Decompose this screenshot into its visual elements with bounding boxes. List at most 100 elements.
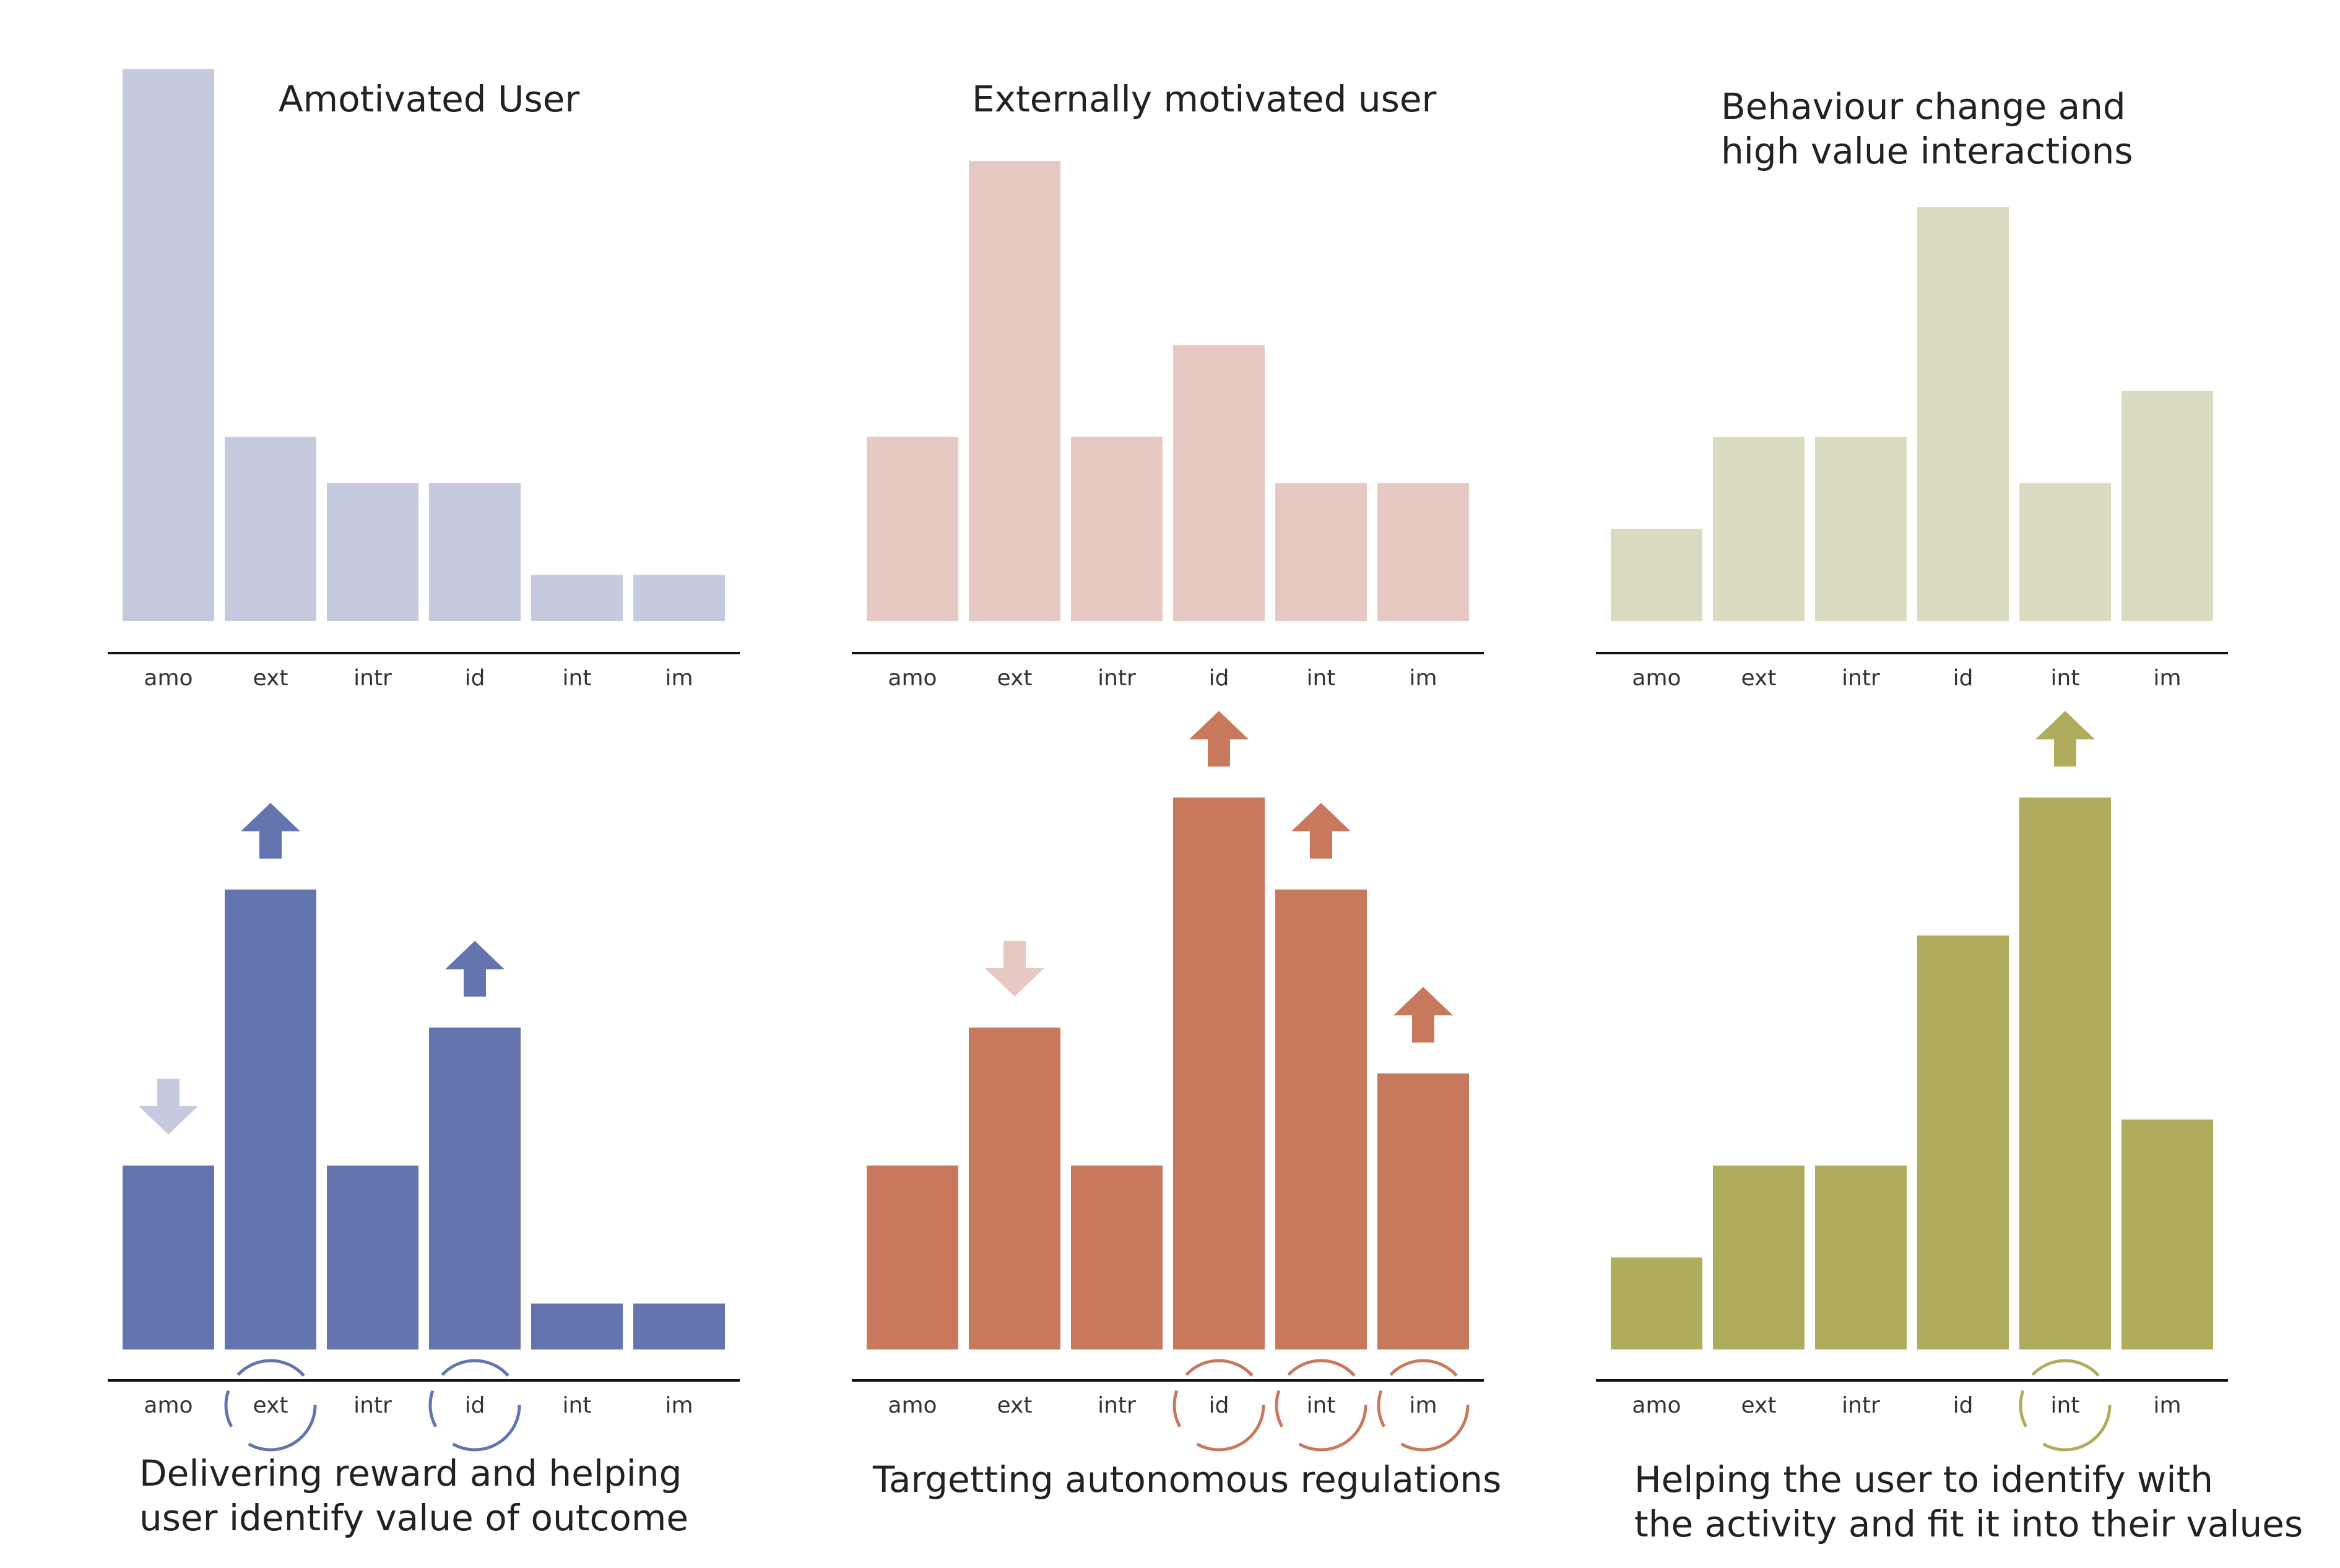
bar-int — [2019, 483, 2111, 621]
highlight-circle-id — [428, 1359, 521, 1452]
category-label-intr: intr — [1098, 1393, 1136, 1418]
bar-im — [1377, 483, 1469, 621]
bar-id — [1173, 797, 1265, 1349]
category-label-int: int — [2051, 1393, 2080, 1418]
arrow-up-ext — [241, 803, 300, 859]
bar-im — [2121, 1119, 2213, 1349]
bar-ext — [969, 161, 1060, 621]
bar-intr — [1071, 1165, 1163, 1349]
bar-intr — [1815, 436, 1907, 621]
category-label-ext: ext — [1741, 1393, 1777, 1418]
category-label-id: id — [1953, 665, 1974, 691]
category-label-amo: amo — [144, 1393, 193, 1418]
category-label-im: im — [1409, 1393, 1437, 1418]
chart-panel-4: amo ext intr id int im Delivering reward and h… — [108, 803, 740, 1539]
title-line: Externally motivated user — [972, 78, 1437, 120]
bar-intr — [1815, 1165, 1907, 1349]
category-label-id: id — [465, 1393, 485, 1418]
category-label-amo: amo — [888, 1393, 937, 1418]
bar-intr — [1071, 436, 1163, 621]
category-label-ext: ext — [253, 1393, 288, 1418]
category-label-ext: ext — [253, 665, 288, 691]
chart-panel-1: amo ext intr id int im Amotivated User — [108, 69, 740, 691]
category-label-amo: amo — [1632, 665, 1681, 691]
category-label-int: int — [1307, 665, 1336, 691]
title-line: Delivering reward and helping — [139, 1452, 682, 1494]
bar-im — [633, 1303, 725, 1349]
bar-ext — [969, 1027, 1060, 1349]
bar-im — [633, 574, 725, 621]
bar-amo — [867, 436, 958, 621]
bar-id — [1917, 935, 2009, 1349]
category-label-ext: ext — [1741, 665, 1777, 691]
arrow-down-amo — [139, 1078, 198, 1135]
highlight-circle-int — [2019, 1359, 2112, 1452]
bar-amo — [1611, 529, 1702, 621]
highlight-circle-int — [1275, 1359, 1367, 1452]
chart-title: Helping the user to identify with the act… — [1634, 1458, 2303, 1545]
title-line: the activity and fit it into their value… — [1634, 1503, 2303, 1545]
bar-ext — [225, 890, 316, 1349]
category-label-amo: amo — [1632, 1393, 1681, 1418]
category-label-id: id — [1209, 665, 1229, 691]
bar-amo — [1611, 1257, 1702, 1349]
bar-int — [531, 1303, 623, 1349]
highlight-circle-im — [1377, 1359, 1470, 1452]
category-label-im: im — [2153, 665, 2181, 691]
bar-int — [531, 574, 623, 621]
highlight-circle-ext — [224, 1359, 317, 1452]
category-label-im: im — [2153, 1393, 2181, 1418]
category-label-int: int — [1307, 1393, 1336, 1418]
bar-intr — [327, 483, 418, 621]
chart-panel-3: amo ext intr id int im Behaviour change and hig… — [1596, 85, 2228, 691]
category-label-int: int — [2051, 665, 2080, 691]
chart-panel-5: amo ext intr id int im Targetting autonomous r… — [852, 711, 1501, 1501]
bar-int — [1275, 483, 1367, 621]
arrow-up-id — [445, 940, 505, 997]
bar-int — [2019, 797, 2111, 1349]
chart-title: Targetting autonomous regulations — [872, 1458, 1501, 1501]
chart-title: Amotivated User — [279, 78, 579, 120]
category-label-int: int — [563, 1393, 592, 1418]
bar-id — [1173, 345, 1265, 621]
title-line: high value interactions — [1721, 130, 2133, 172]
category-label-im: im — [665, 1393, 693, 1418]
category-label-intr: intr — [1842, 1393, 1880, 1418]
chart-title: Delivering reward and helping user identi… — [139, 1452, 688, 1539]
arrow-up-int — [1291, 803, 1351, 859]
title-line: Amotivated User — [279, 78, 579, 120]
bar-ext — [1713, 1165, 1805, 1349]
category-label-id: id — [1953, 1393, 1974, 1418]
category-label-ext: ext — [997, 665, 1033, 691]
category-label-id: id — [1209, 1393, 1229, 1418]
bar-amo — [123, 1165, 214, 1349]
category-label-intr: intr — [1842, 665, 1880, 691]
bar-amo — [123, 69, 214, 621]
bar-im — [2121, 391, 2213, 621]
highlight-circle-id — [1172, 1359, 1265, 1452]
bar-amo — [867, 1165, 958, 1349]
category-label-im: im — [1409, 665, 1437, 691]
arrow-up-id — [1189, 711, 1249, 767]
category-label-ext: ext — [997, 1393, 1033, 1418]
bar-int — [1275, 890, 1367, 1349]
category-label-intr: intr — [353, 1393, 392, 1418]
bar-intr — [327, 1165, 418, 1349]
category-label-amo: amo — [888, 665, 937, 691]
arrow-up-im — [1393, 987, 1453, 1043]
category-label-int: int — [563, 665, 592, 691]
bar-id — [429, 1027, 521, 1349]
title-line: user identify value of outcome — [139, 1497, 688, 1539]
bar-id — [1917, 207, 2009, 621]
arrow-down-ext — [985, 940, 1044, 997]
category-label-intr: intr — [353, 665, 392, 691]
chart-title: Behaviour change and high value interacti… — [1721, 85, 2133, 172]
title-line: Behaviour change and — [1721, 85, 2126, 128]
bar-im — [1377, 1073, 1469, 1349]
category-label-intr: intr — [1098, 665, 1136, 691]
bar-ext — [1713, 436, 1805, 621]
arrow-up-int — [2035, 711, 2095, 767]
title-line: Helping the user to identify with — [1634, 1458, 2213, 1501]
